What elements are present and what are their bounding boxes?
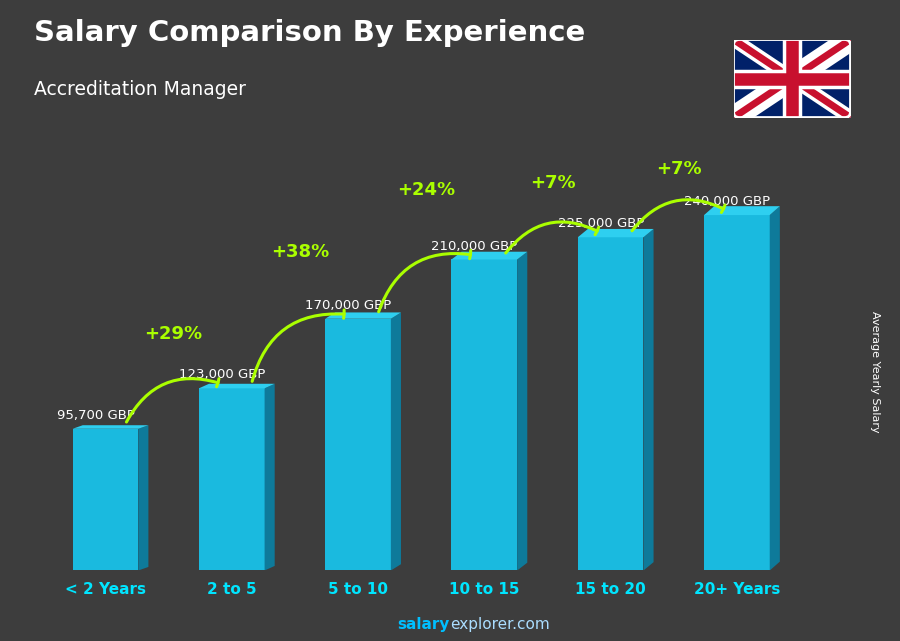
Text: +29%: +29% [145,324,202,342]
Bar [578,237,644,570]
Text: Salary Comparison By Experience: Salary Comparison By Experience [34,19,586,47]
Polygon shape [452,252,527,260]
Text: +7%: +7% [656,160,702,178]
Text: 225,000 GBP: 225,000 GBP [558,217,644,230]
Text: 95,700 GBP: 95,700 GBP [57,409,134,422]
Polygon shape [704,206,779,215]
Polygon shape [770,206,779,570]
Polygon shape [73,425,148,429]
Text: +24%: +24% [397,181,455,199]
Polygon shape [325,312,401,319]
Bar [325,319,391,570]
Polygon shape [139,425,148,570]
Polygon shape [518,252,527,570]
Bar [704,215,770,570]
Bar [199,388,265,570]
Text: +38%: +38% [271,243,329,261]
Polygon shape [578,229,653,237]
Polygon shape [391,312,401,570]
Text: Average Yearly Salary: Average Yearly Salary [870,311,880,433]
Text: Accreditation Manager: Accreditation Manager [34,80,247,99]
Polygon shape [265,384,274,570]
Text: explorer.com: explorer.com [450,617,550,633]
Text: 123,000 GBP: 123,000 GBP [179,369,266,381]
Text: 240,000 GBP: 240,000 GBP [684,196,770,208]
Bar [452,260,518,570]
Polygon shape [199,384,274,388]
Polygon shape [644,229,653,570]
Text: 170,000 GBP: 170,000 GBP [305,299,392,312]
Text: +7%: +7% [530,174,575,192]
Bar [73,429,139,570]
Text: 210,000 GBP: 210,000 GBP [431,240,518,253]
Text: salary: salary [398,617,450,633]
